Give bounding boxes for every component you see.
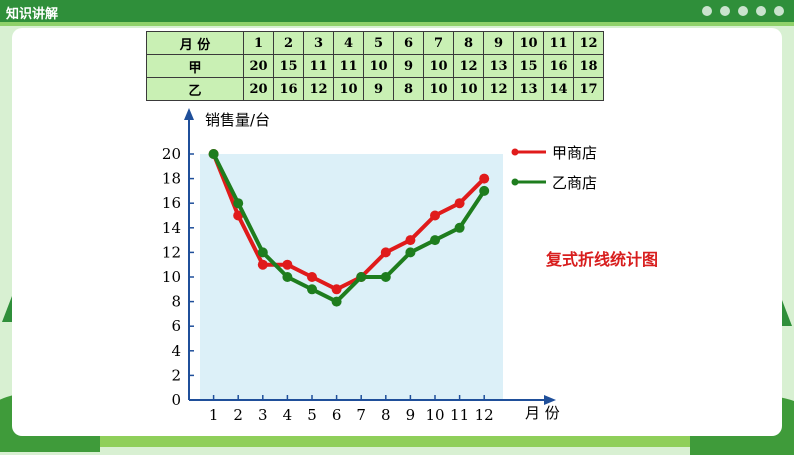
table-cell: 10 bbox=[423, 77, 454, 101]
table-cell: 12 bbox=[573, 31, 604, 55]
data-point bbox=[307, 272, 317, 282]
table-cell: 4 bbox=[333, 31, 364, 55]
table-cell: 17 bbox=[573, 77, 604, 101]
x-axis-label: 月 份 bbox=[525, 404, 560, 422]
x-tick-label: 12 bbox=[475, 406, 494, 424]
table-cell: 14 bbox=[543, 77, 574, 101]
x-tick-label: 11 bbox=[450, 406, 469, 424]
table-cell: 12 bbox=[483, 77, 514, 101]
legend-marker bbox=[511, 178, 519, 186]
y-tick-label: 16 bbox=[162, 194, 181, 212]
row-header: 乙 bbox=[146, 77, 244, 101]
data-point bbox=[208, 149, 219, 159]
header-label: 知识讲解 bbox=[6, 7, 59, 22]
y-axis-arrow-icon bbox=[184, 108, 194, 120]
y-tick-label: 20 bbox=[162, 145, 181, 163]
x-axis-arrow-icon bbox=[544, 395, 556, 405]
table-cell: 10 bbox=[453, 77, 484, 101]
data-point bbox=[331, 284, 342, 295]
y-tick-label: 8 bbox=[171, 293, 181, 311]
x-tick-label: 9 bbox=[406, 406, 416, 424]
legend-marker bbox=[511, 148, 519, 156]
table-cell: 13 bbox=[513, 77, 544, 101]
x-tick-label: 3 bbox=[258, 406, 268, 424]
data-point bbox=[405, 247, 416, 258]
data-point bbox=[257, 247, 268, 258]
table-cell: 18 bbox=[573, 54, 604, 78]
header-stripe bbox=[0, 22, 794, 26]
decor-dot-icon bbox=[774, 6, 784, 16]
x-tick-label: 2 bbox=[233, 406, 243, 424]
table-cell: 12 bbox=[303, 77, 334, 101]
data-point bbox=[380, 247, 391, 258]
decor-dot-icon bbox=[702, 6, 712, 16]
table-cell: 10 bbox=[363, 54, 394, 78]
x-tick-label: 1 bbox=[209, 406, 219, 424]
table-cell: 9 bbox=[483, 31, 514, 55]
table-cell: 11 bbox=[333, 54, 364, 78]
x-tick-label: 5 bbox=[307, 406, 317, 424]
table-cell: 8 bbox=[393, 77, 424, 101]
decor-dot-icon bbox=[738, 6, 748, 16]
table-cell: 2 bbox=[273, 31, 304, 55]
decor-dot-icon bbox=[720, 6, 730, 16]
header-bar bbox=[0, 0, 794, 22]
x-tick-label: 7 bbox=[356, 406, 366, 424]
data-point bbox=[380, 272, 391, 282]
table-cell: 12 bbox=[453, 54, 484, 78]
y-tick-label: 2 bbox=[171, 366, 181, 384]
y-tick-label: 0 bbox=[171, 391, 181, 409]
y-tick-label: 4 bbox=[171, 342, 181, 360]
y-axis-label: 销售量/台 bbox=[205, 111, 270, 129]
y-tick-label: 18 bbox=[162, 170, 181, 188]
data-point bbox=[405, 235, 416, 246]
y-tick-label: 6 bbox=[171, 317, 181, 335]
x-tick-label: 10 bbox=[425, 406, 444, 424]
data-point bbox=[479, 185, 490, 196]
table-cell: 15 bbox=[273, 54, 304, 78]
table-row: 甲 20 15 11 11 10 9 10 12 13 15 16 18 bbox=[146, 54, 604, 78]
data-point bbox=[430, 235, 440, 246]
data-point bbox=[233, 198, 244, 209]
table-cell: 15 bbox=[513, 54, 544, 78]
chart-caption: 复式折线统计图 bbox=[546, 250, 659, 269]
x-tick-label: 6 bbox=[332, 406, 342, 424]
data-point bbox=[454, 198, 465, 209]
x-tick-label: 4 bbox=[283, 406, 293, 424]
data-point bbox=[282, 272, 293, 282]
data-point bbox=[331, 296, 342, 307]
plot-area bbox=[200, 154, 503, 400]
data-point bbox=[430, 210, 440, 221]
legend-label: 甲商店 bbox=[552, 144, 597, 162]
y-tick-label: 10 bbox=[162, 268, 181, 286]
table-cell: 16 bbox=[543, 54, 574, 78]
y-tick-label: 14 bbox=[162, 219, 181, 237]
decor-dot-icon bbox=[756, 6, 766, 16]
table-cell: 11 bbox=[543, 31, 574, 55]
data-point bbox=[479, 173, 490, 184]
data-point bbox=[233, 210, 244, 221]
y-tick-label: 12 bbox=[162, 243, 181, 261]
table-cell: 16 bbox=[273, 77, 304, 101]
data-point bbox=[356, 272, 367, 282]
data-point bbox=[257, 259, 268, 270]
data-table: 月 份 1 2 3 4 5 6 7 8 9 10 11 12 甲 20 15 1… bbox=[146, 31, 604, 101]
data-point bbox=[282, 259, 293, 270]
table-cell: 10 bbox=[423, 54, 454, 78]
legend-label: 乙商店 bbox=[552, 174, 597, 192]
table-row: 乙 20 16 12 10 9 8 10 10 12 13 14 17 bbox=[146, 77, 604, 101]
data-point bbox=[307, 284, 317, 295]
table-cell: 5 bbox=[363, 31, 394, 55]
data-point bbox=[454, 222, 465, 233]
x-tick-label: 8 bbox=[381, 406, 391, 424]
